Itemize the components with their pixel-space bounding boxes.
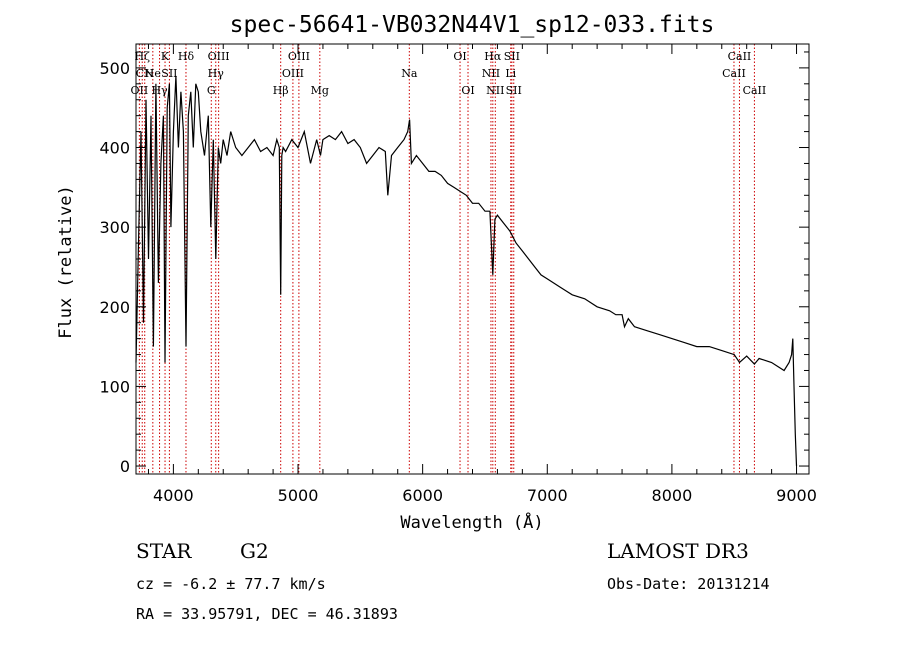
spectral-line-label: Hζ xyxy=(134,50,150,63)
y-tick-label: 200 xyxy=(99,298,130,317)
spectral-line-label: Li xyxy=(505,67,516,80)
spectrum-line xyxy=(135,75,798,467)
spectral-line-label: OIII xyxy=(282,67,304,80)
spectral-line-label: CaII xyxy=(743,84,767,97)
spectral-line-label: CaII xyxy=(728,50,752,63)
spectral-line-label: CaII xyxy=(722,67,746,80)
x-tick-label: 8000 xyxy=(652,486,693,505)
x-tick-label: 6000 xyxy=(402,486,443,505)
obs-date-text: Obs-Date: 20131214 xyxy=(607,575,770,593)
x-tick-label: 7000 xyxy=(527,486,568,505)
spectral-line-markers xyxy=(138,44,755,474)
spectral-line-label: NII xyxy=(482,67,500,80)
spectral-line-label: OIII xyxy=(288,50,310,63)
spectral-line-label: He xyxy=(145,67,161,80)
spectral-line-label: K xyxy=(161,50,170,63)
plot-frame xyxy=(135,43,810,475)
chart-title: spec-56641-VB032N44V1_sp12-033.fits xyxy=(230,12,715,38)
x-axis-label: Wavelength (Å) xyxy=(400,511,543,533)
axis-ticks xyxy=(136,44,809,474)
spectral-line-labels: OIIHζCNHeHγKSIIHδGHγOIIIHβOIIIOIIIMgNaOI… xyxy=(131,50,767,97)
y-tick-label: 0 xyxy=(120,457,130,476)
spectral-line-label: SII xyxy=(504,50,520,63)
coordinates-text: RA = 33.95791, DEC = 46.31893 xyxy=(136,605,398,623)
spectral-line-label: Hγ xyxy=(208,67,225,80)
x-tick-label: 9000 xyxy=(776,486,817,505)
spectral-line-label: OI xyxy=(461,84,474,97)
y-axis-label: Flux (relative) xyxy=(56,185,76,339)
spectral-line-label: Mg xyxy=(311,84,329,97)
x-tick-label: 5000 xyxy=(278,486,319,505)
spectral-line-label: SII xyxy=(161,67,177,80)
spectral-line-label: CN xyxy=(136,67,154,80)
y-tick-label: 400 xyxy=(99,139,130,158)
object-class: STAR xyxy=(136,539,192,563)
spectral-line-label: NII xyxy=(486,84,504,97)
spectral-line-label: G xyxy=(207,84,216,97)
object-subclass: G2 xyxy=(240,539,269,563)
spectral-line-label: OII xyxy=(131,84,149,97)
survey-name: LAMOST DR3 xyxy=(607,539,749,563)
redshift-text: cz = -6.2 ± 77.7 km/s xyxy=(136,575,326,593)
spectral-line-label: Hβ xyxy=(273,84,289,97)
spectral-line-label: Hα xyxy=(484,50,502,63)
spectral-line-label: SII xyxy=(506,84,522,97)
spectral-line-label: Na xyxy=(401,67,418,80)
spectral-line-label: Hδ xyxy=(178,50,195,63)
spectral-line-label: OI xyxy=(453,50,466,63)
y-tick-label: 300 xyxy=(99,218,130,237)
y-tick-label: 100 xyxy=(99,377,130,396)
x-tick-label: 4000 xyxy=(153,486,194,505)
axis-tick-labels: 4000 5000 6000 7000 8000 9000 0 100 200 300 400 500 xyxy=(99,59,816,505)
y-tick-label: 500 xyxy=(99,59,130,78)
spectral-line-label: OIII xyxy=(208,50,230,63)
spectral-line-label: Hγ xyxy=(151,84,168,97)
